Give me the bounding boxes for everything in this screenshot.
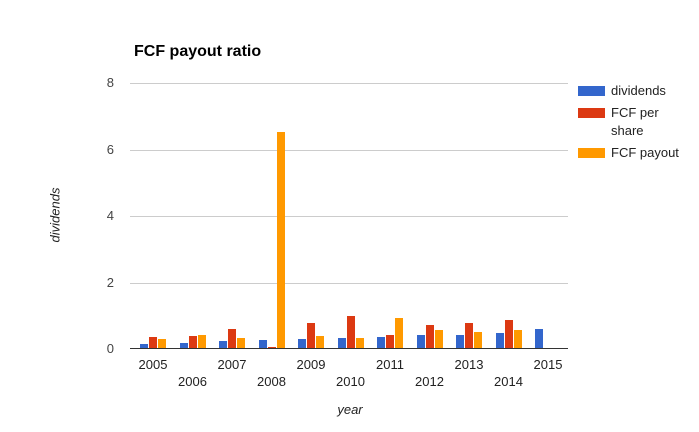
bar-dividends-2012 (416, 335, 425, 348)
gridline (130, 83, 568, 84)
gridline (130, 216, 568, 217)
bar-FCF-per-share-2010 (346, 316, 355, 348)
bar-FCF-per-share-2014 (504, 320, 513, 348)
bar-FCF-per-share-2008 (267, 346, 276, 348)
bar-dividends-2011 (377, 336, 385, 348)
gridline (130, 282, 568, 284)
bar-FCF-payout-2013 (474, 332, 482, 348)
x-category-label: 2010 (336, 374, 365, 389)
x-axis-title: year (337, 402, 363, 417)
x-category-label: 2011 (376, 357, 404, 372)
bar-FCF-payout-2014 (513, 330, 522, 348)
bar-FCF-payout-2006 (197, 335, 206, 348)
bar-FCF-per-share-2013 (465, 323, 473, 348)
legend-label: FCF payout (611, 145, 679, 160)
x-category-label: 2006 (178, 374, 207, 389)
y-tick-label: 0 (106, 341, 114, 356)
legend-label: FCF per share (611, 105, 659, 138)
plot-area (130, 83, 568, 349)
x-category-label: 2005 (138, 357, 168, 372)
bar-FCF-per-share-2007 (228, 329, 236, 348)
y-axis-title: dividends (47, 187, 63, 243)
bar-FCF-per-share-2009 (307, 323, 315, 348)
legend-swatch (578, 148, 605, 158)
x-axis-baseline (130, 348, 568, 349)
bar-dividends-2005 (140, 343, 148, 348)
bar-dividends-2008 (258, 339, 267, 348)
bar-dividends-2015 (535, 329, 543, 348)
bar-FCF-payout-2009 (316, 336, 324, 348)
chart-title: FCF payout ratio (134, 43, 262, 60)
bar-FCF-per-share-2006 (188, 336, 197, 348)
x-category-label: 2008 (257, 374, 286, 389)
bar-FCF-payout-2007 (237, 337, 245, 348)
bar-dividends-2009 (298, 339, 306, 348)
y-tick-label: 6 (106, 141, 114, 157)
bar-FCF-payout-2010 (355, 338, 364, 348)
bar-dividends-2006 (179, 343, 188, 348)
bar-FCF-per-share-2012 (425, 325, 434, 348)
bar-dividends-2010 (337, 338, 346, 348)
bar-FCF-payout-2012 (434, 330, 443, 348)
legend-item-FCF-per-share: FCF per share (578, 104, 696, 140)
legend-item-dividends: dividends (578, 82, 696, 100)
bar-FCF-per-share-2005 (149, 337, 157, 348)
legend: dividends FCF per share FCF payout (578, 82, 696, 162)
bar-FCF-payout-2011 (395, 318, 403, 348)
x-category-label: 2015 (533, 357, 563, 372)
y-tick-label: 2 (106, 274, 114, 290)
y-tick-label: 4 (106, 208, 114, 223)
x-category-label: 2009 (296, 357, 326, 372)
legend-swatch (578, 86, 605, 96)
legend-label: dividends (611, 83, 666, 98)
bar-dividends-2007 (219, 341, 227, 348)
x-category-label: 2007 (217, 357, 247, 372)
x-category-label: 2014 (494, 374, 523, 389)
x-category-label: 2012 (415, 374, 444, 389)
bar-FCF-payout-2005 (158, 339, 166, 348)
y-tick-label: 8 (106, 75, 114, 90)
bar-dividends-2013 (456, 334, 464, 348)
legend-item-FCF-payout: FCF payout (578, 144, 696, 162)
bar-FCF-payout-2008 (276, 132, 285, 348)
gridline (130, 149, 568, 151)
x-category-label: 2013 (454, 357, 484, 372)
legend-swatch (578, 108, 605, 118)
bar-dividends-2014 (495, 333, 504, 348)
bar-FCF-per-share-2011 (386, 335, 394, 348)
